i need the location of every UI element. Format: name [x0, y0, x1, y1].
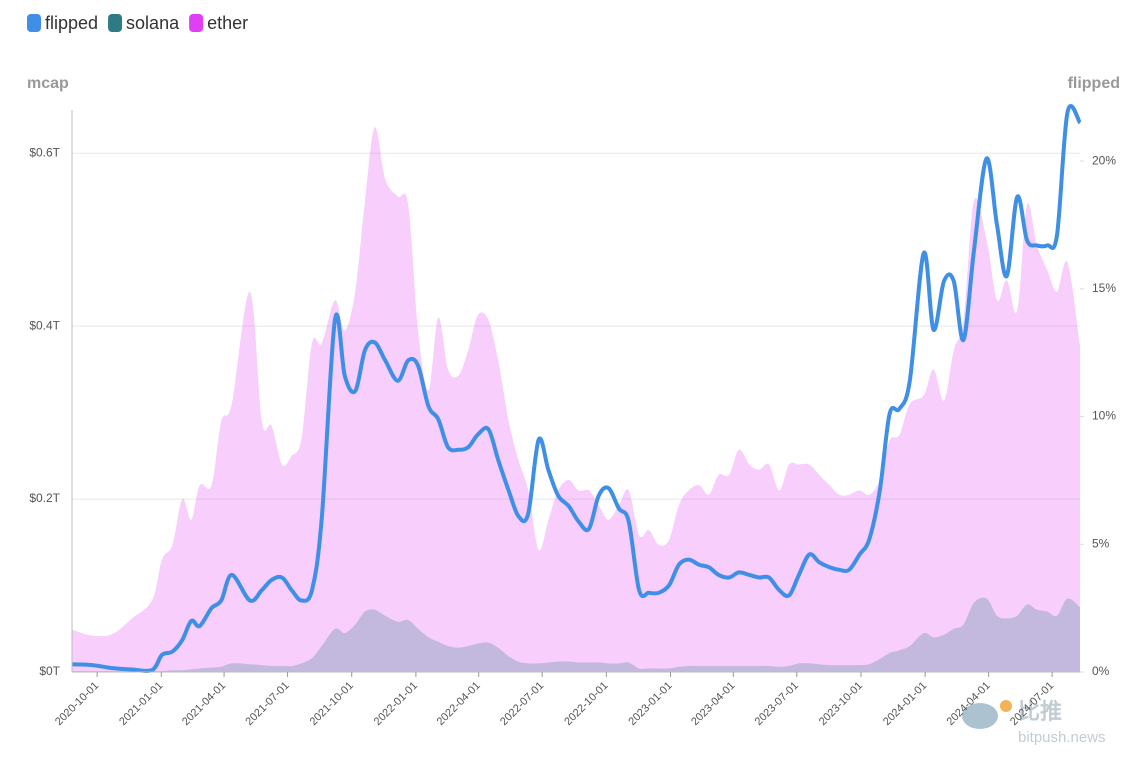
x-tick-label: 2023-07-01 — [753, 680, 801, 728]
watermark: 比推 bitpush.news — [962, 699, 1106, 746]
x-tick-label: 2023-10-01 — [817, 680, 865, 728]
x-tick-label: 2020-10-01 — [53, 680, 101, 728]
y2-tick-label: 5% — [1092, 536, 1110, 550]
area — [72, 127, 1080, 672]
y2-tick-label: 10% — [1092, 409, 1116, 423]
line — [71, 104, 1082, 673]
y-axis-title: mcap — [27, 75, 69, 92]
plot — [71, 104, 1082, 673]
x-tick-label: 2023-01-01 — [626, 680, 674, 728]
legend-swatch — [108, 14, 123, 32]
x-tick-label: 2021-01-01 — [117, 680, 165, 728]
x-tick-label: 2021-07-01 — [243, 680, 291, 728]
x-tick-label: 2022-01-01 — [372, 680, 420, 728]
y2-tick-label: 15% — [1092, 281, 1116, 295]
y-tick-label: $0.6T — [29, 145, 60, 159]
watermark-site: bitpush.news — [1018, 729, 1106, 746]
y2-tick-label: 20% — [1092, 153, 1116, 167]
x-tick-label: 2021-10-01 — [308, 680, 356, 728]
legend-swatch — [27, 14, 41, 32]
x-tick-label: 2021-04-01 — [180, 680, 228, 728]
x-tick-label: 2023-04-01 — [689, 680, 737, 728]
y2-tick-label: 0% — [1092, 664, 1110, 678]
y2-axis-title: flipped — [1068, 75, 1120, 92]
watermark-coin — [1000, 700, 1012, 712]
y-tick-label: $0T — [39, 664, 60, 678]
x-tick-label: 2022-07-01 — [498, 680, 546, 728]
y-tick-label: $0.2T — [29, 491, 60, 505]
x-tick-label: 2024-01-01 — [881, 680, 929, 728]
watermark-bird — [962, 703, 998, 729]
y-tick-label: $0.4T — [29, 318, 60, 332]
legend-label: flipped — [45, 13, 98, 33]
legend-swatch — [189, 14, 204, 32]
legend-label: solana — [126, 13, 180, 33]
area — [72, 597, 1080, 672]
watermark-brand: 比推 — [1018, 699, 1062, 724]
legend-label: ether — [207, 13, 248, 33]
legend: flipped solana ether — [27, 13, 248, 33]
x-tick-label: 2022-04-01 — [435, 680, 483, 728]
x-tick-label: 2022-10-01 — [562, 680, 610, 728]
